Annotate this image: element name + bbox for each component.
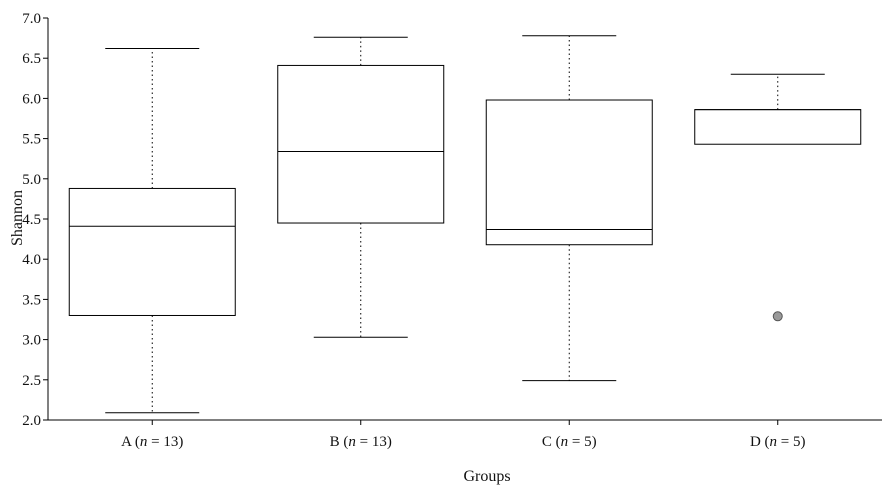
box-group-c: [485, 35, 653, 382]
y-tick-label: 6.0: [22, 91, 41, 107]
y-tick-label: 3.0: [22, 333, 41, 349]
y-axis-title: Shannon: [9, 190, 26, 246]
y-axis: 2.0 2.5 3.0 3.5 4.0 4.5 5.0 5.5 6.0 6.5 7.0: [22, 11, 49, 429]
iqr-box: [68, 187, 236, 316]
iqr-box: [277, 64, 445, 224]
y-tick-label: 4.0: [22, 252, 41, 268]
y-tick-label: 7.0: [22, 11, 41, 27]
y-tick-label: 6.5: [22, 51, 41, 67]
x-tick-label-b: B (n = 13): [330, 434, 392, 450]
boxes: [68, 35, 862, 414]
box-group-b: [277, 36, 445, 338]
y-tick-label: 3.5: [22, 292, 41, 308]
x-axis-title: Groups: [463, 468, 510, 485]
iqr-box: [485, 99, 653, 246]
x-tick-label-c: C (n = 5): [542, 434, 597, 450]
box-group-a: [68, 48, 236, 414]
box-group-d: [694, 73, 862, 322]
y-tick-label: 2.0: [22, 413, 41, 429]
iqr-box: [694, 109, 862, 145]
outlier-point: [772, 311, 783, 322]
y-tick-label: 2.5: [22, 373, 41, 389]
x-tick-label-a: A (n = 13): [121, 434, 183, 450]
y-tick-label: 4.5: [22, 212, 41, 228]
y-tick-label: 5.0: [22, 172, 41, 188]
x-tick-label-d: D (n = 5): [750, 434, 806, 450]
x-axis: A (n = 13) B (n = 13) C (n = 5) D (n = 5): [48, 419, 882, 450]
y-tick-label: 5.5: [22, 132, 41, 148]
